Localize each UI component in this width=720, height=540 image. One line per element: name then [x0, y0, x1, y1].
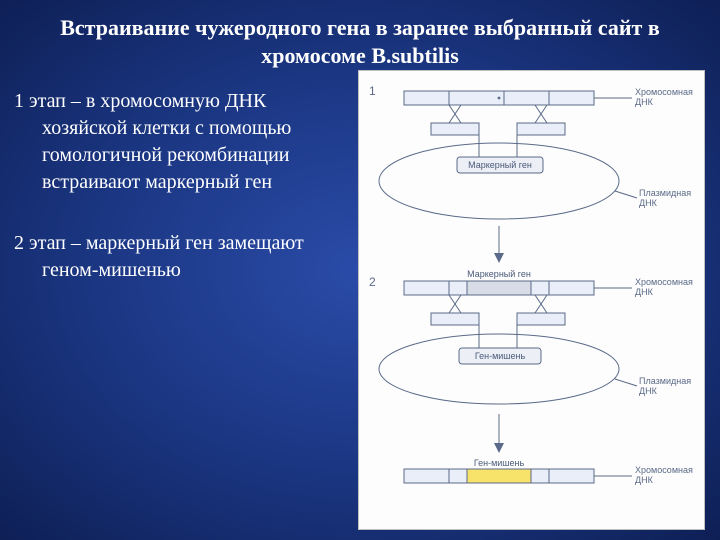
diagram-panel: 1 ХромосомнаяДНК Маркерный ген Плазмидна…: [358, 70, 705, 530]
stage-1-text: 1 этап – в хромосомную ДНК хозяйской кле…: [14, 88, 342, 196]
panel-1-number: 1: [369, 84, 376, 98]
hom-region-1a: [431, 123, 479, 135]
panel-1: 1 ХромосомнаяДНК Маркерный ген Плазмидна…: [369, 84, 693, 219]
result-panel: Ген-мишень ХромосомнаяДНК: [404, 458, 693, 485]
hom-region-1b: [517, 123, 565, 135]
plasmid-ellipse-1: [379, 143, 619, 219]
panel-2: 2 Маркерный ген ХромосомнаяДНК Ген-мишен…: [369, 269, 693, 404]
chromosome-2: [404, 281, 594, 295]
plasmid-ellipse-2: [379, 334, 619, 404]
result-top-label: Ген-мишень: [474, 458, 525, 468]
chromosome-result: [404, 469, 594, 483]
chrom-dna-label-2: ХромосомнаяДНК: [635, 277, 693, 297]
marker-gene-label-2: Маркерный ген: [467, 269, 531, 279]
left-text-column: 1 этап – в хромосомную ДНК хозяйской кле…: [14, 88, 342, 284]
cross-2b: [535, 295, 547, 313]
slide-title: Встраивание чужеродного гена в заранее в…: [0, 0, 720, 69]
cross-2a: [449, 295, 461, 313]
arrow-1: [494, 226, 504, 263]
chrom-dna-label-3: ХромосомнаяДНК: [635, 465, 693, 485]
plasmid-label-2: ПлазмиднаяДНК: [639, 376, 691, 396]
arrow-2: [494, 414, 504, 453]
cross-1b: [535, 105, 547, 123]
target-gene-label-2: Ген-мишень: [475, 351, 526, 361]
hom-region-2b: [517, 313, 565, 325]
chromosome-1: [404, 91, 594, 105]
marker-gene-label-1: Маркерный ген: [468, 160, 532, 170]
hom-region-2a: [431, 313, 479, 325]
cross-1a: [449, 105, 461, 123]
stage-2-text: 2 этап – маркерный ген замещают геном-ми…: [14, 230, 342, 284]
plasmid-label-1: ПлазмиднаяДНК: [639, 188, 691, 208]
chrom-dna-label-1: ХромосомнаяДНК: [635, 87, 693, 107]
panel-2-number: 2: [369, 275, 376, 289]
